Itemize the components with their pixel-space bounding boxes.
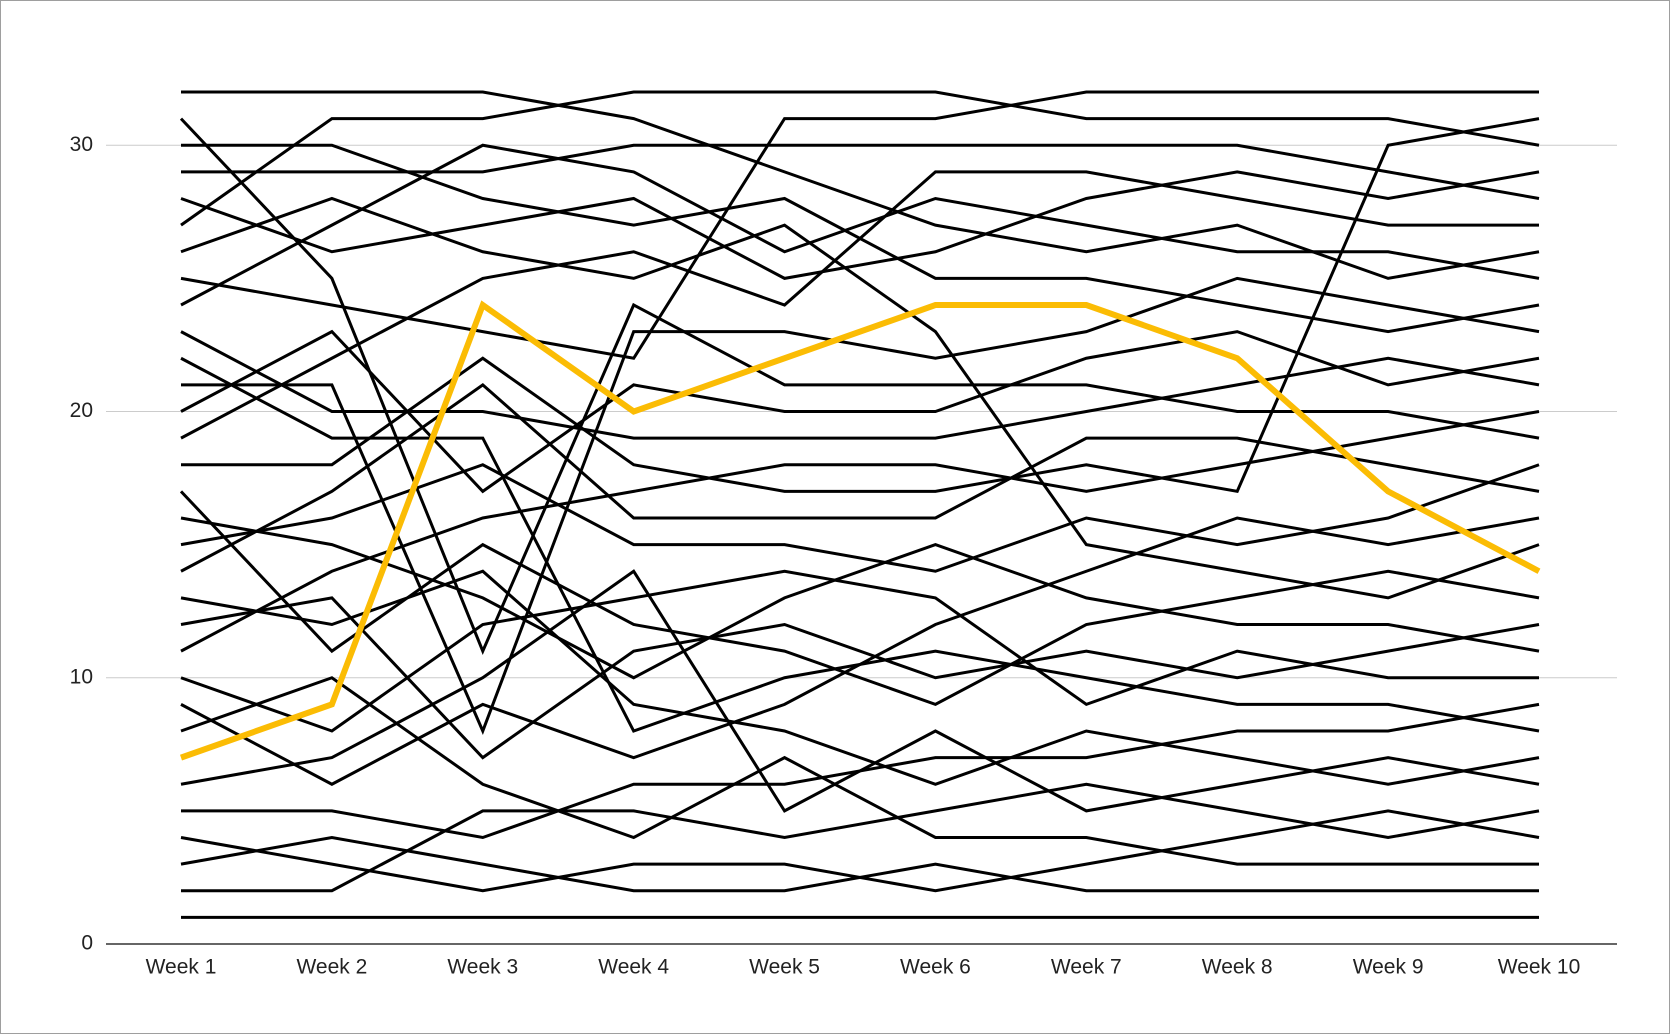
x-tick-label: Week 5 [749, 956, 820, 979]
series-line [180, 809, 1540, 893]
x-tick-label: Week 4 [598, 956, 669, 979]
x-tick-label: Week 10 [1498, 956, 1581, 979]
series-line [180, 596, 1540, 760]
x-tick-label: Week 9 [1353, 956, 1424, 979]
highlight-line [180, 300, 1541, 761]
x-tick-label: Week 7 [1051, 956, 1122, 979]
series-line [180, 330, 1540, 440]
series-line [180, 90, 1539, 360]
x-tick-label: Week 8 [1202, 956, 1273, 979]
x-tick-label: Week 6 [900, 956, 971, 979]
series-line [180, 356, 1540, 733]
series-line [180, 676, 1539, 866]
y-tick-label: 30 [70, 133, 93, 156]
series-line [180, 463, 1540, 573]
axis-labels: 0 10 20 30 Week 1 Week 2 Week 3 Week 4 Week 5 Wee… [70, 133, 1581, 979]
series-line [181, 90, 1540, 280]
series-line [180, 196, 1540, 600]
y-tick-label: 10 [70, 665, 93, 688]
series-line [180, 516, 1540, 680]
series-line [181, 143, 1540, 334]
series-line [180, 90, 1540, 227]
y-tick-label: 20 [70, 399, 93, 422]
x-tick-label: Week 2 [296, 956, 367, 979]
plot-lines [179, 90, 1541, 919]
y-tick-label: 0 [81, 932, 93, 955]
x-tick-label: Week 1 [146, 956, 217, 979]
x-tick-label: Week 3 [447, 956, 518, 979]
series-line [180, 170, 1540, 280]
series-line [179, 117, 1540, 655]
series-line [181, 276, 1540, 735]
